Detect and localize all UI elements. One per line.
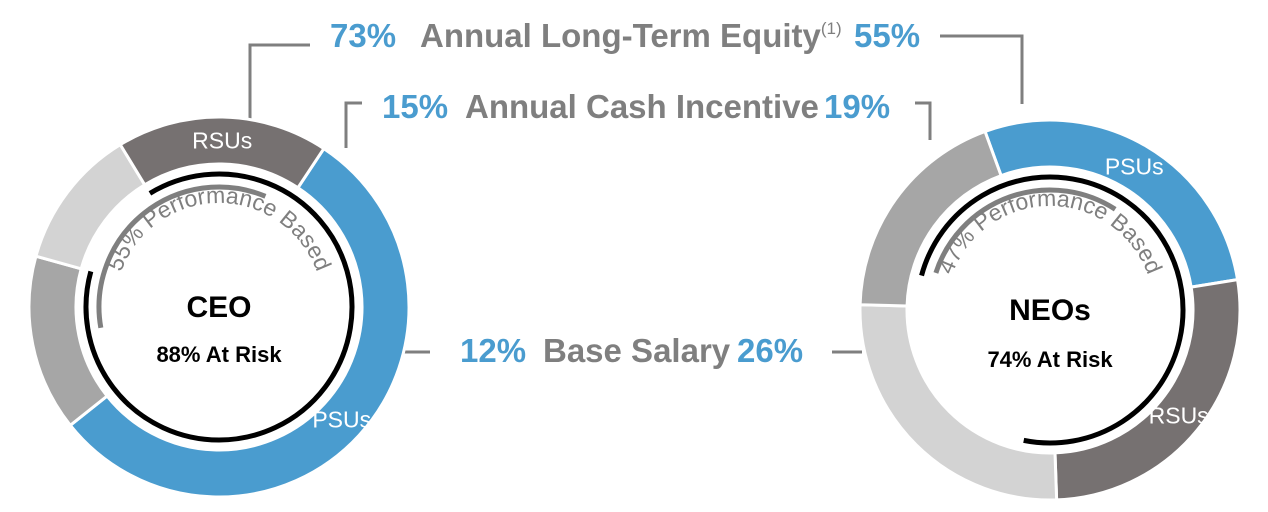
ceo-cash-pct: 15% — [382, 88, 448, 125]
leader-neo-cash — [915, 101, 932, 140]
ceo-segment-label-psu: PSUs — [312, 406, 371, 432]
ceo-segment-cash — [27, 254, 110, 428]
ceo-segment-label-rsu: RSUs — [192, 128, 252, 154]
equity-label: Annual Long-Term Equity(1) — [420, 17, 842, 54]
leader-ceo-equity — [248, 43, 310, 120]
neo-cash-pct: 19% — [824, 88, 890, 125]
neo-performance-label: 47% Performance Based — [932, 185, 1167, 278]
neo-at-risk-label: 74% At Risk — [987, 347, 1113, 372]
neo-segment-label-rsu: RSUs — [1149, 403, 1209, 429]
neo-segment-cash — [858, 129, 1004, 308]
donut-ceo: PSUs RSUs 55% Performance Based CEO 88% A… — [27, 115, 411, 499]
neo-segment-label-psu: PSUs — [1105, 153, 1164, 179]
ceo-title: CEO — [186, 291, 251, 324]
neo-salary-pct: 26% — [737, 332, 803, 369]
donut-neo: PSUs RSUs 47% Performance Based NEOs 74% … — [858, 118, 1242, 502]
ceo-segment-rsu — [118, 115, 326, 190]
cash-label: Annual Cash Incentive — [465, 88, 819, 125]
leader-neo-equity — [940, 34, 1024, 104]
ceo-performance-label: 55% Performance Based — [101, 182, 336, 275]
salary-label: Base Salary — [543, 332, 731, 369]
neo-segments: PSUs RSUs — [858, 118, 1242, 502]
category-labels: 73% Annual Long-Term Equity(1) 55% 15% A… — [330, 17, 920, 369]
neo-performance-arc — [933, 187, 1117, 274]
ceo-salary-pct: 12% — [460, 332, 526, 369]
ceo-at-risk-label: 88% At Risk — [156, 342, 282, 367]
neo-title: NEOs — [1009, 294, 1091, 327]
neo-equity-pct: 55% — [854, 17, 920, 54]
equity-footnote: (1) — [821, 19, 842, 38]
ceo-performance-label-text: 55% Performance Based — [101, 182, 336, 275]
neo-performance-label-text: 47% Performance Based — [932, 185, 1167, 278]
neo-segment-salary — [858, 303, 1059, 502]
leader-ceo-cash — [344, 101, 362, 148]
equity-label-text: Annual Long-Term Equity — [420, 17, 822, 54]
ceo-segment-psu — [68, 146, 411, 499]
ceo-at-risk-arc — [83, 171, 355, 443]
ceo-segments: PSUs RSUs — [27, 115, 411, 499]
ceo-performance-arc — [96, 184, 267, 329]
leader-lines — [248, 34, 1024, 354]
ceo-equity-pct: 73% — [330, 17, 396, 54]
neo-at-risk-arc — [919, 174, 1186, 446]
